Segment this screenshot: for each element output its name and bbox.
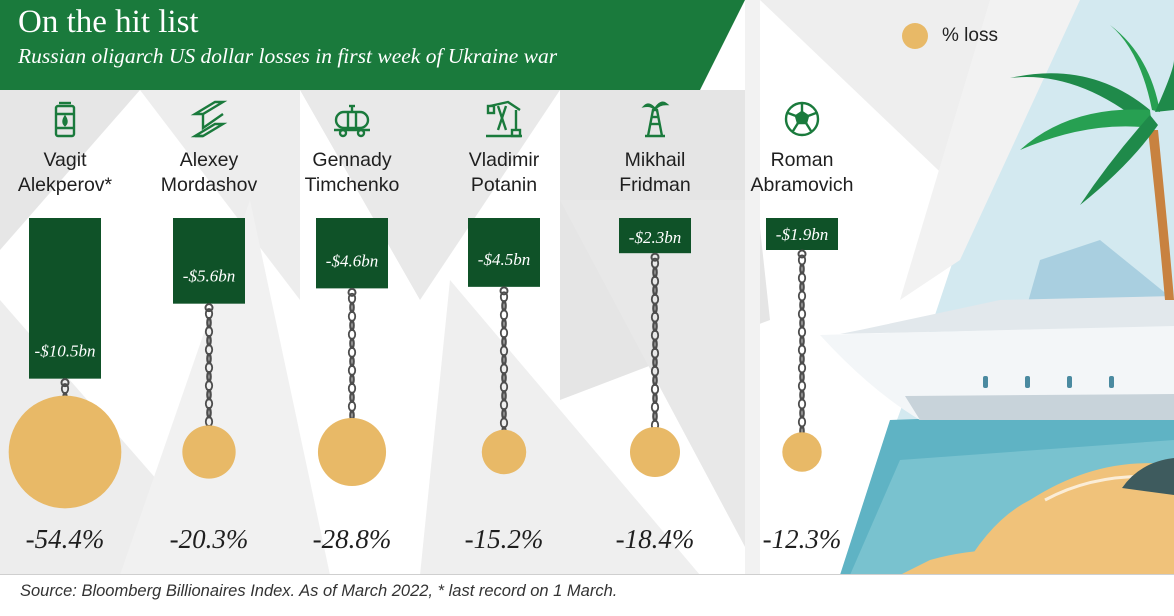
name-line-2: Potanin <box>470 174 538 196</box>
chart-subtitle: Russian oligarch US dollar losses in fir… <box>18 44 558 68</box>
name-line-2: Alekperov* <box>17 174 113 196</box>
chain <box>499 291 509 438</box>
pct-loss-label: -28.8% <box>312 524 392 554</box>
bar <box>766 218 838 250</box>
loss-ball <box>782 432 822 472</box>
source-note: Source: Bloomberg Billionaires Index. As… <box>20 582 618 600</box>
name-line-1: Vagit <box>43 149 87 171</box>
bar-value-label: -$2.3bn <box>629 228 681 247</box>
chain <box>797 254 807 437</box>
legend-label: % loss <box>942 25 998 46</box>
loss-ball <box>182 425 236 479</box>
bar <box>619 218 691 254</box>
steel-beam-icon <box>190 100 228 138</box>
tanker-wagon-icon <box>334 104 370 138</box>
oil-barrel-icon <box>54 101 76 138</box>
chain-ring <box>347 287 357 297</box>
bar <box>29 218 101 379</box>
chain-ring <box>60 378 70 388</box>
oligarch-name: Roman Abramovich <box>722 148 882 198</box>
pct-loss-label: -15.2% <box>464 524 544 554</box>
chain <box>650 257 660 431</box>
chain <box>347 292 357 422</box>
bar <box>173 218 245 304</box>
bar <box>316 218 388 289</box>
bar <box>468 218 540 287</box>
chain <box>204 308 214 437</box>
oligarch-name: Gennady Timchenko <box>272 148 432 198</box>
name-line-1: Mikhail <box>624 149 686 171</box>
pct-loss-label: -54.4% <box>25 524 105 554</box>
bar-value-label: -$1.9bn <box>776 225 828 244</box>
header-band <box>0 0 745 90</box>
bar-value-label: -$4.5bn <box>478 250 530 269</box>
chain-ring <box>499 286 509 296</box>
bar-value-label: -$5.6bn <box>183 267 235 286</box>
island-scene <box>820 0 1174 575</box>
pct-loss-label: -18.4% <box>615 524 695 554</box>
chain-ring <box>797 249 807 259</box>
bar-value-label: -$4.6bn <box>326 251 378 270</box>
loss-ball <box>317 417 387 487</box>
bar-value-label: -$10.5bn <box>35 342 96 361</box>
oligarch-name: Alexey Mordashov <box>129 148 289 198</box>
legend-swatch <box>902 23 928 49</box>
name-line-1: Vladimir <box>468 149 540 171</box>
oligarch-name: Vagit Alekperov* <box>0 148 145 198</box>
footer-divider <box>0 574 1174 575</box>
pumpjack-icon <box>486 100 522 138</box>
oil-rig-icon <box>641 101 670 138</box>
name-line-1: Alexey <box>179 149 239 171</box>
pct-loss-label: -20.3% <box>169 524 249 554</box>
name-line-2: Abramovich <box>750 174 854 196</box>
football-icon <box>784 101 820 137</box>
name-line-2: Mordashov <box>160 174 258 196</box>
name-line-2: Fridman <box>619 174 691 196</box>
oligarch-name: Vladimir Potanin <box>424 148 584 198</box>
oligarch-name: Mikhail Fridman <box>575 148 735 198</box>
name-line-1: Gennady <box>312 149 392 171</box>
loss-ball <box>481 429 527 475</box>
chart-title: On the hit list <box>18 4 199 40</box>
name-line-1: Roman <box>770 149 834 171</box>
name-line-2: Timchenko <box>304 174 400 196</box>
pct-loss-label: -12.3% <box>762 524 842 554</box>
chain-ring <box>204 303 214 313</box>
loss-ball <box>629 426 681 478</box>
chain-ring <box>650 252 660 262</box>
loss-ball <box>8 395 122 509</box>
